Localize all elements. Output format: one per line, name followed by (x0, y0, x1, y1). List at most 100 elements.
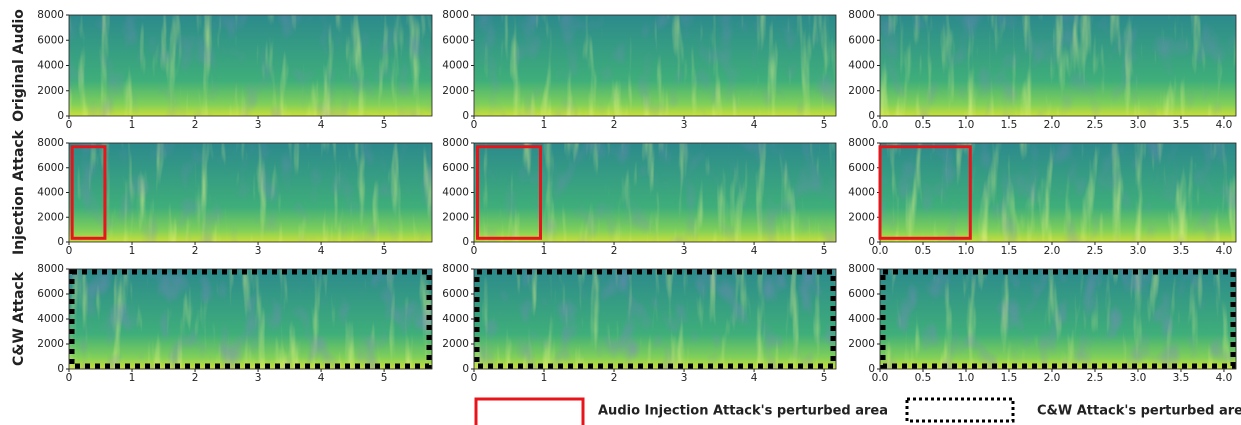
y-tick-label: 6000 (37, 288, 64, 300)
y-tick-label: 4000 (37, 60, 64, 72)
y-tick-label: 0 (868, 236, 875, 248)
x-tick-label: 2.0 (1044, 372, 1061, 384)
spectrogram-texture (474, 15, 836, 116)
x-tick-label: 2 (192, 372, 199, 384)
y-tick-label: 4000 (848, 313, 875, 325)
x-tick-label: 0 (66, 119, 73, 131)
y-tick-label: 8000 (848, 137, 875, 149)
y-tick-label: 2000 (37, 338, 64, 350)
x-tick-label: 5 (821, 245, 828, 257)
y-tick-label: 0 (462, 363, 469, 375)
row-label: C&W Attack (11, 271, 27, 366)
x-tick-label: 3.5 (1173, 372, 1190, 384)
x-tick-label: 0 (471, 119, 478, 131)
legend-label: C&W Attack's perturbed area (1037, 404, 1241, 419)
spectrogram-panel: 01234502000400060008000 (37, 9, 432, 131)
y-tick-label: 8000 (37, 9, 64, 21)
spectrogram-texture (474, 269, 836, 369)
y-tick-label: 2000 (848, 338, 875, 350)
y-tick-label: 6000 (442, 162, 469, 174)
x-tick-label: 4.0 (1216, 119, 1233, 131)
x-tick-label: 1 (129, 119, 136, 131)
x-tick-label: 1.0 (958, 119, 975, 131)
x-tick-label: 3.5 (1173, 245, 1190, 257)
x-tick-label: 2.0 (1044, 245, 1061, 257)
x-tick-label: 1.5 (1001, 245, 1018, 257)
y-tick-label: 2000 (442, 85, 469, 97)
x-tick-label: 2.0 (1044, 119, 1061, 131)
x-tick-label: 2.5 (1087, 372, 1104, 384)
spectrogram-texture (69, 15, 432, 116)
y-tick-label: 6000 (37, 162, 64, 174)
y-tick-label: 6000 (848, 34, 875, 46)
y-tick-label: 8000 (848, 263, 875, 275)
spectrogram-texture (69, 269, 432, 369)
x-tick-label: 3 (255, 245, 262, 257)
y-tick-label: 0 (868, 110, 875, 122)
y-tick-label: 0 (57, 363, 64, 375)
x-tick-label: 2 (611, 119, 618, 131)
spectrogram-panel: 0.00.51.01.52.02.53.03.54.00200040006000… (848, 263, 1236, 384)
legend-label: Audio Injection Attack's perturbed area (598, 404, 888, 419)
x-tick-label: 4.0 (1216, 372, 1233, 384)
x-tick-label: 2 (611, 245, 618, 257)
y-tick-label: 0 (462, 110, 469, 122)
x-tick-label: 4 (751, 119, 758, 131)
x-tick-label: 3 (681, 119, 688, 131)
x-tick-label: 5 (381, 119, 388, 131)
x-tick-label: 4 (318, 372, 325, 384)
y-tick-label: 4000 (442, 187, 469, 199)
x-tick-label: 1.0 (958, 245, 975, 257)
y-tick-label: 2000 (442, 338, 469, 350)
x-tick-label: 0 (66, 372, 73, 384)
x-tick-label: 5 (381, 372, 388, 384)
x-tick-label: 3 (681, 372, 688, 384)
y-tick-label: 6000 (848, 162, 875, 174)
y-tick-label: 8000 (37, 137, 64, 149)
x-tick-label: 3 (681, 245, 688, 257)
y-tick-label: 4000 (442, 60, 469, 72)
x-tick-label: 4 (318, 119, 325, 131)
legend-swatch (476, 399, 583, 425)
y-tick-label: 4000 (37, 313, 64, 325)
x-tick-label: 1 (541, 372, 548, 384)
x-tick-label: 4.0 (1216, 245, 1233, 257)
y-tick-label: 2000 (37, 211, 64, 223)
x-tick-label: 4 (751, 245, 758, 257)
y-tick-label: 8000 (848, 9, 875, 21)
x-tick-label: 3.0 (1130, 372, 1147, 384)
x-tick-label: 1 (129, 372, 136, 384)
x-tick-label: 3.0 (1130, 119, 1147, 131)
x-tick-label: 4 (318, 245, 325, 257)
x-tick-label: 2 (192, 119, 199, 131)
y-tick-label: 0 (462, 236, 469, 248)
y-tick-label: 2000 (848, 211, 875, 223)
y-tick-label: 4000 (442, 313, 469, 325)
x-tick-label: 3.0 (1130, 245, 1147, 257)
y-tick-label: 0 (868, 363, 875, 375)
y-tick-label: 2000 (442, 211, 469, 223)
y-tick-label: 0 (57, 110, 64, 122)
y-tick-label: 2000 (37, 85, 64, 97)
spectrogram-panel: 01234502000400060008000 (442, 137, 836, 257)
x-tick-label: 2 (192, 245, 199, 257)
y-tick-label: 2000 (848, 85, 875, 97)
x-tick-label: 0 (66, 245, 73, 257)
x-tick-label: 4 (751, 372, 758, 384)
x-tick-label: 2.5 (1087, 245, 1104, 257)
y-tick-label: 4000 (37, 187, 64, 199)
y-tick-label: 0 (57, 236, 64, 248)
x-tick-label: 1.5 (1001, 119, 1018, 131)
x-tick-label: 0.5 (915, 119, 932, 131)
spectrogram-texture (69, 143, 432, 242)
x-tick-label: 5 (381, 245, 388, 257)
y-tick-label: 8000 (442, 263, 469, 275)
y-tick-label: 4000 (848, 60, 875, 72)
x-tick-label: 3 (255, 372, 262, 384)
x-tick-label: 3.5 (1173, 119, 1190, 131)
y-tick-label: 6000 (848, 288, 875, 300)
